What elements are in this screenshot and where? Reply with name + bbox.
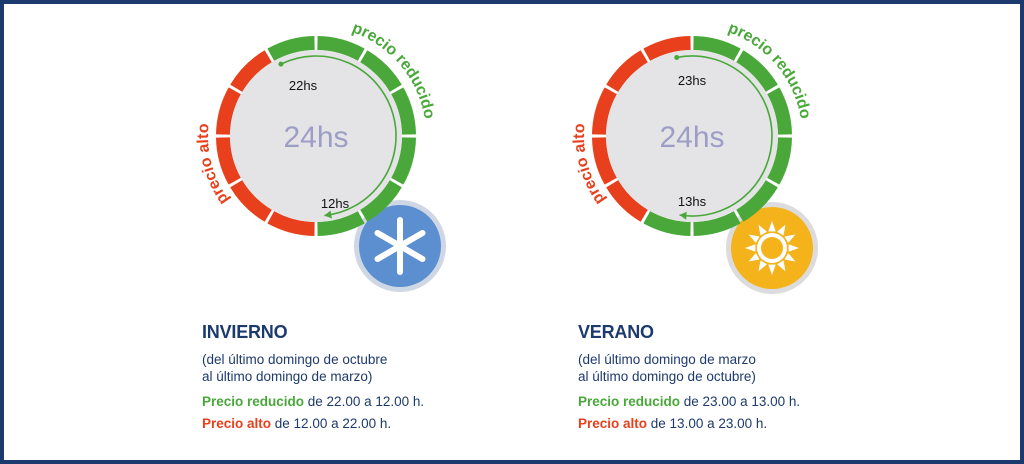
low-rate-hours: de 23.00 a 13.00 h. — [680, 394, 801, 409]
arrow-head — [324, 210, 333, 219]
period-line: al último domingo de marzo) — [202, 369, 373, 384]
sun-ray — [784, 234, 796, 243]
start-hour-label: 22hs — [289, 78, 318, 93]
high-rate-tag: Precio alto — [578, 416, 648, 431]
infographic-frame: 24hs 22hs 12hs precio reducido precio al… — [4, 4, 1020, 460]
sun-ray — [768, 264, 776, 275]
reduced-period-arrow — [676, 55, 773, 217]
hour-segment — [391, 137, 416, 185]
hour-segment — [317, 211, 365, 236]
hour-segment — [230, 50, 272, 92]
hour-segment — [606, 180, 648, 222]
hour-segment — [693, 211, 741, 236]
period-line: al último domingo de octubre) — [578, 369, 756, 384]
period-line: (del último domingo de octubre — [202, 352, 388, 367]
high-rate-line: Precio alto de 13.00 a 23.00 h. — [578, 413, 898, 435]
sun-ray — [745, 244, 756, 252]
hour-segment — [606, 50, 648, 92]
winter-clock-diagram: 24hs 22hs 12hs precio reducido precio al… — [195, 20, 446, 292]
sun-ray — [777, 224, 786, 236]
hour-segment — [391, 87, 416, 135]
low-rate-hours: de 22.00 a 12.00 h. — [304, 394, 425, 409]
end-hour-label: 12hs — [321, 196, 350, 211]
low-rate-tag: Precio reducido — [202, 394, 305, 409]
season-title: INVIERNO — [202, 322, 288, 342]
hour-segment — [736, 180, 778, 222]
dial-center — [230, 50, 402, 222]
hour-ring — [592, 36, 792, 236]
season-period: (del último domingo de marzo al último d… — [578, 351, 898, 385]
sun-ray — [748, 234, 760, 243]
winter-panel: 24hs 22hs 12hs precio reducido precio al… — [184, 4, 584, 460]
high-rate-tag: Precio alto — [202, 416, 272, 431]
hour-segment — [267, 211, 315, 236]
sun-ray — [788, 244, 799, 252]
low-rate-line: Precio reducido de 23.00 a 13.00 h. — [578, 391, 898, 413]
hour-segment — [216, 137, 241, 185]
high-rate-line: Precio alto de 12.00 a 22.00 h. — [202, 413, 522, 435]
center-label: 24hs — [659, 121, 724, 154]
low-rate-line: Precio reducido de 22.00 a 12.00 h. — [202, 391, 522, 413]
sun-ray — [758, 224, 767, 236]
sun-ray — [784, 253, 796, 262]
season-title: VERANO — [578, 322, 654, 342]
summer-caption: VERANO (del último domingo de marzo al ú… — [578, 322, 898, 435]
center-label: 24hs — [283, 121, 348, 154]
sun-ray — [748, 253, 760, 262]
hour-segment — [736, 50, 778, 92]
hour-segment — [767, 137, 792, 185]
winter-caption: INVIERNO (del último domingo de octubre … — [202, 322, 522, 435]
hour-segment — [643, 36, 691, 61]
hour-segment — [317, 36, 365, 61]
summer-panel: 24hs 23hs 13hs precio reducido precio al… — [560, 4, 960, 460]
low-rate-tag: Precio reducido — [578, 394, 681, 409]
sun-icon — [745, 221, 799, 275]
sun-ray — [777, 260, 786, 272]
end-hour-label: 13hs — [678, 194, 707, 209]
high-rate-hours: de 12.00 a 22.00 h. — [271, 416, 392, 431]
hour-segment — [216, 87, 241, 135]
start-hour-label: 23hs — [678, 73, 707, 88]
hour-segment — [360, 180, 402, 222]
hour-segment — [267, 36, 315, 61]
summer-clock-diagram: 24hs 23hs 13hs precio reducido precio al… — [571, 20, 818, 294]
period-line: (del último domingo de marzo — [578, 352, 756, 367]
reduced-period-arrow — [280, 55, 397, 217]
snowflake-icon — [374, 217, 426, 275]
high-rate-hours: de 13.00 a 23.00 h. — [647, 416, 768, 431]
arrow-head — [679, 211, 687, 220]
hour-segment — [592, 137, 617, 185]
hour-segment — [643, 211, 691, 236]
season-period: (del último domingo de octubre al último… — [202, 351, 522, 385]
hour-segment — [767, 87, 792, 135]
sun-ray — [768, 221, 776, 232]
hour-segment — [592, 87, 617, 135]
hour-segment — [360, 50, 402, 92]
hour-segment — [693, 36, 741, 61]
sun-ray — [758, 260, 767, 272]
arrow-start-dot — [674, 54, 680, 60]
arrow-start-dot — [278, 61, 284, 67]
hour-ring — [216, 36, 416, 236]
dial-center — [606, 50, 778, 222]
hour-segment — [230, 180, 272, 222]
